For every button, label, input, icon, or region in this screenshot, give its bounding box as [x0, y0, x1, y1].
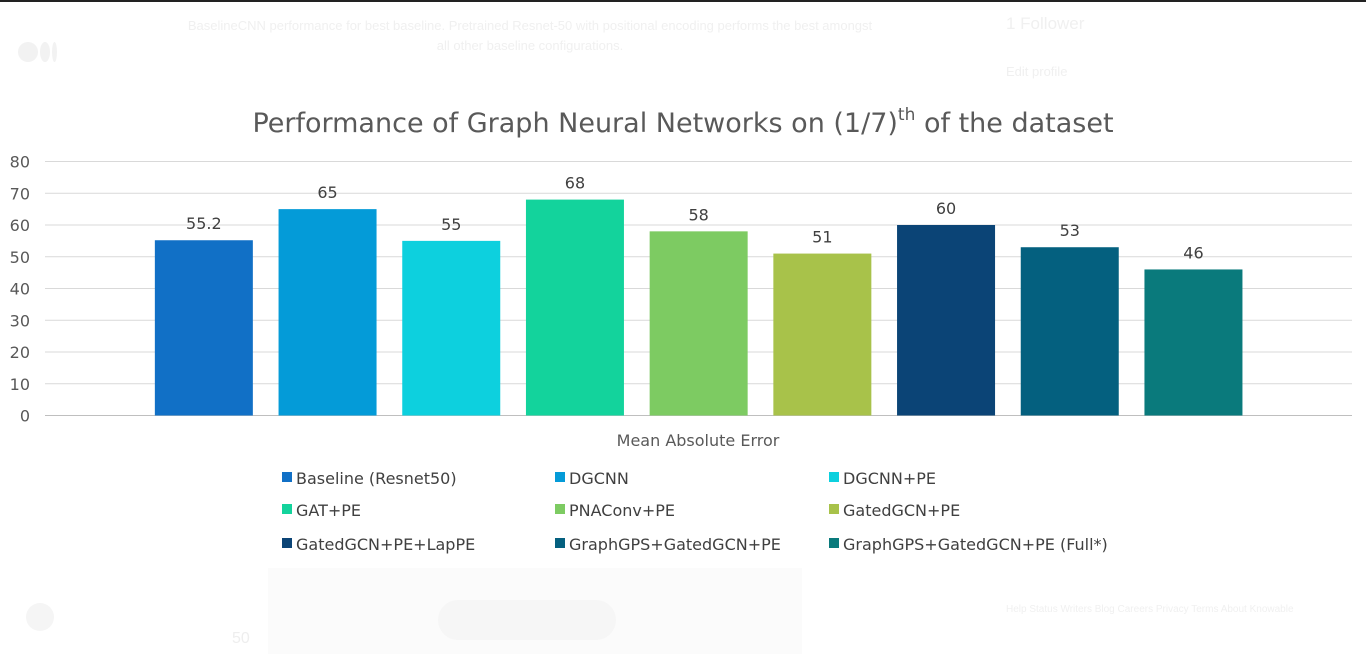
figure-caption: BaselineCNN performance for best baselin… [187, 18, 873, 53]
y-tick-label: 10 [10, 375, 30, 394]
legend-label: GraphGPS+GatedGCN+PE [569, 535, 781, 554]
legend-swatch [282, 472, 292, 482]
data-label: 65 [317, 183, 337, 202]
bar [525, 199, 624, 416]
medium-logo[interactable] [18, 40, 62, 64]
y-tick-label: 50 [10, 248, 30, 267]
data-label: 46 [1183, 243, 1203, 262]
legend-label: GatedGCN+PE+LapPE [296, 535, 475, 554]
chart-title: Performance of Graph Neural Networks on … [252, 105, 1113, 139]
logo-dot [18, 42, 38, 62]
data-label: 60 [936, 199, 956, 218]
y-tick-label: 80 [10, 153, 30, 172]
footer-links[interactable]: Help Status Writers Blog Careers Privacy… [1006, 604, 1294, 615]
y-tick-label: 20 [10, 343, 30, 362]
legend-swatch [829, 538, 839, 548]
data-label: 55 [441, 215, 461, 234]
data-labels: 55.2 65 55 68 58 51 60 53 46 [186, 174, 1204, 263]
bar [278, 209, 377, 416]
bar [1144, 269, 1243, 416]
y-axis: 0 10 20 30 40 50 60 70 80 [10, 153, 30, 426]
data-label: 51 [812, 228, 832, 247]
action-bar[interactable] [438, 600, 616, 640]
y-tick-label: 0 [20, 407, 30, 426]
bar [154, 240, 253, 416]
top-border [0, 0, 1366, 2]
legend-label: GAT+PE [296, 501, 361, 520]
legend-swatch [829, 504, 839, 514]
bar [897, 225, 996, 416]
y-tick-label: 70 [10, 184, 30, 203]
legend-label: GatedGCN+PE [843, 501, 960, 520]
legend-label: PNAConv+PE [569, 501, 675, 520]
legend-swatch [282, 538, 292, 548]
x-axis-title: Mean Absolute Error [617, 431, 780, 450]
chart-title-main: Performance of Graph Neural Networks on … [252, 108, 897, 139]
bar [1020, 247, 1119, 416]
logo-dot [52, 42, 57, 62]
legend-label: DGCNN [569, 469, 629, 488]
data-label: 55.2 [186, 214, 222, 233]
bar [649, 231, 748, 416]
bar [402, 240, 501, 416]
legend-label: GraphGPS+GatedGCN+PE (Full*) [843, 535, 1108, 554]
legend-swatch [829, 472, 839, 482]
bar [773, 253, 872, 416]
legend-swatch [555, 472, 565, 482]
y-tick-label: 40 [10, 280, 30, 299]
legend-label: Baseline (Resnet50) [296, 469, 457, 488]
legend: Baseline (Resnet50) DGCNN DGCNN+PE GAT+PE PN… [282, 469, 1108, 554]
logo-dot [40, 42, 50, 62]
chart-title-superscript: th [898, 105, 915, 125]
edit-profile-link[interactable]: Edit profile [1006, 64, 1068, 79]
y-tick-label: 30 [10, 311, 30, 330]
legend-swatch [282, 504, 292, 514]
followers-count[interactable]: 1 Follower [1006, 14, 1085, 33]
data-label: 68 [565, 174, 585, 193]
y-tick-label: 60 [10, 216, 30, 235]
data-label: 58 [688, 205, 708, 224]
bars [154, 199, 1243, 416]
next-figure-number: 50 [232, 630, 250, 647]
chart-title-suffix: of the dataset [915, 108, 1113, 139]
data-label: 53 [1060, 221, 1080, 240]
legend-label: DGCNN+PE [843, 469, 936, 488]
legend-swatch [555, 504, 565, 514]
legend-swatch [555, 538, 565, 548]
avatar[interactable] [26, 603, 54, 631]
